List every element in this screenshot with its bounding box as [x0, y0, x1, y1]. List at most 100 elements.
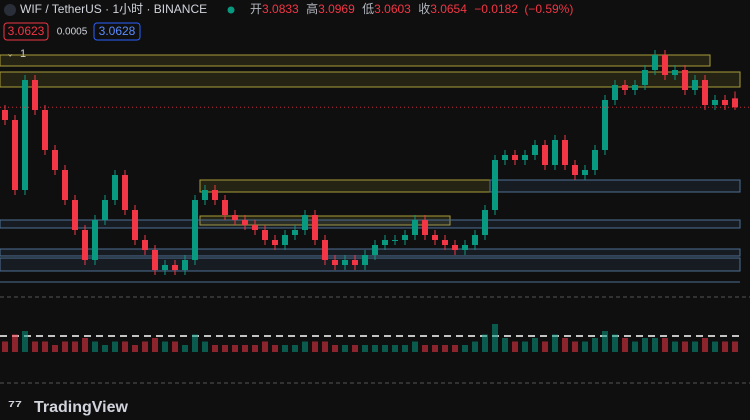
candle-body	[402, 235, 408, 240]
candle-body	[652, 55, 658, 70]
candle-body	[322, 240, 328, 260]
candle-body	[442, 240, 448, 245]
candle-body	[392, 240, 398, 241]
volume-bar	[52, 345, 58, 352]
candle-body	[572, 165, 578, 175]
symbol-icon	[4, 4, 16, 16]
candle-body	[472, 235, 478, 245]
candle-body	[92, 220, 98, 260]
volume-bar	[232, 345, 238, 352]
candle-body	[102, 200, 108, 220]
volume-bar	[582, 341, 588, 352]
volume-bar	[562, 338, 568, 352]
candle-body	[62, 170, 68, 200]
candle-body	[12, 120, 18, 190]
candle-body	[622, 85, 628, 90]
volume-bar	[612, 334, 618, 352]
volume-bar	[422, 345, 428, 352]
indicator-toggle[interactable]: ⌄	[6, 49, 14, 60]
volume-bar	[442, 345, 448, 352]
bid-box[interactable]	[3, 22, 49, 41]
candle-body	[492, 160, 498, 210]
open-value: 3.0833	[262, 2, 299, 16]
volume-bar	[602, 331, 608, 352]
candle-body	[432, 235, 438, 240]
volume-bar	[82, 338, 88, 352]
volume-bar	[282, 345, 288, 352]
market-status	[227, 6, 235, 14]
candle-body	[502, 155, 508, 160]
volume-bar	[472, 341, 478, 352]
volume-bar	[482, 334, 488, 352]
candle-body	[612, 85, 618, 100]
candle-body	[222, 200, 228, 215]
candle-body	[382, 240, 388, 245]
candle-body	[2, 110, 8, 120]
volume-bar	[322, 341, 328, 352]
volume-bar	[212, 345, 218, 352]
zone	[0, 248, 741, 257]
volume-bar	[512, 341, 518, 352]
volume-bar	[172, 341, 178, 352]
spread: 0.0005	[57, 27, 88, 38]
volume-bar	[112, 341, 118, 352]
zone	[199, 179, 491, 193]
ask[interactable]: 3.0628	[99, 24, 136, 38]
volume-bar	[652, 338, 658, 352]
bid[interactable]: 3.0623	[8, 24, 45, 38]
candle-body	[32, 80, 38, 110]
candle-body	[302, 215, 308, 230]
ohlc-readout: 开3.0833 高3.0969 低3.0603 收3.0654 −0.0182 …	[250, 1, 573, 16]
candle-body	[262, 230, 268, 240]
volume-bar	[452, 345, 458, 352]
plot	[0, 50, 750, 352]
volume-bar	[502, 338, 508, 352]
volume-bar	[242, 345, 248, 352]
volume-bar	[352, 345, 358, 352]
volume-bar	[152, 338, 158, 352]
candle-body	[352, 260, 358, 265]
candle-body	[452, 245, 458, 250]
candle-body	[242, 220, 248, 225]
volume-bar	[462, 345, 468, 352]
zone	[0, 54, 711, 67]
low-value: 3.0603	[374, 2, 411, 16]
volume-bar	[142, 341, 148, 352]
change: −0.0182	[474, 2, 518, 16]
volume-bar	[92, 341, 98, 352]
candle-body	[662, 55, 668, 75]
volume-bar	[182, 345, 188, 352]
zone	[0, 257, 741, 272]
volume-bar	[622, 338, 628, 352]
volume-bar	[302, 341, 308, 352]
ask-box[interactable]	[93, 22, 141, 41]
volume-bar	[392, 345, 398, 352]
candle-body	[372, 245, 378, 255]
indicator-count[interactable]: 1	[20, 48, 26, 60]
volume-bar	[32, 341, 38, 352]
volume-bar	[202, 341, 208, 352]
candle-body	[592, 150, 598, 170]
logo-mark: ⁷⁷	[8, 396, 22, 415]
candle-body	[532, 145, 538, 155]
volume-bar	[642, 338, 648, 352]
candle-body	[52, 150, 58, 170]
candle-body	[552, 140, 558, 165]
volume-bar	[72, 341, 78, 352]
volume-bar	[342, 345, 348, 352]
candle-body	[602, 100, 608, 150]
candle-body	[562, 140, 568, 165]
zone	[0, 71, 741, 88]
volume-bar	[572, 341, 578, 352]
change-pct: (−0.59%)	[524, 2, 573, 16]
zone	[489, 179, 741, 193]
volume-bar	[402, 345, 408, 352]
candle-body	[512, 155, 518, 160]
candle-body	[132, 210, 138, 240]
candle-body	[582, 170, 588, 175]
volume-bar	[22, 331, 28, 352]
candle-body	[292, 230, 298, 235]
candle-body	[482, 210, 488, 235]
volume-bar	[672, 341, 678, 352]
candle-body	[682, 70, 688, 90]
